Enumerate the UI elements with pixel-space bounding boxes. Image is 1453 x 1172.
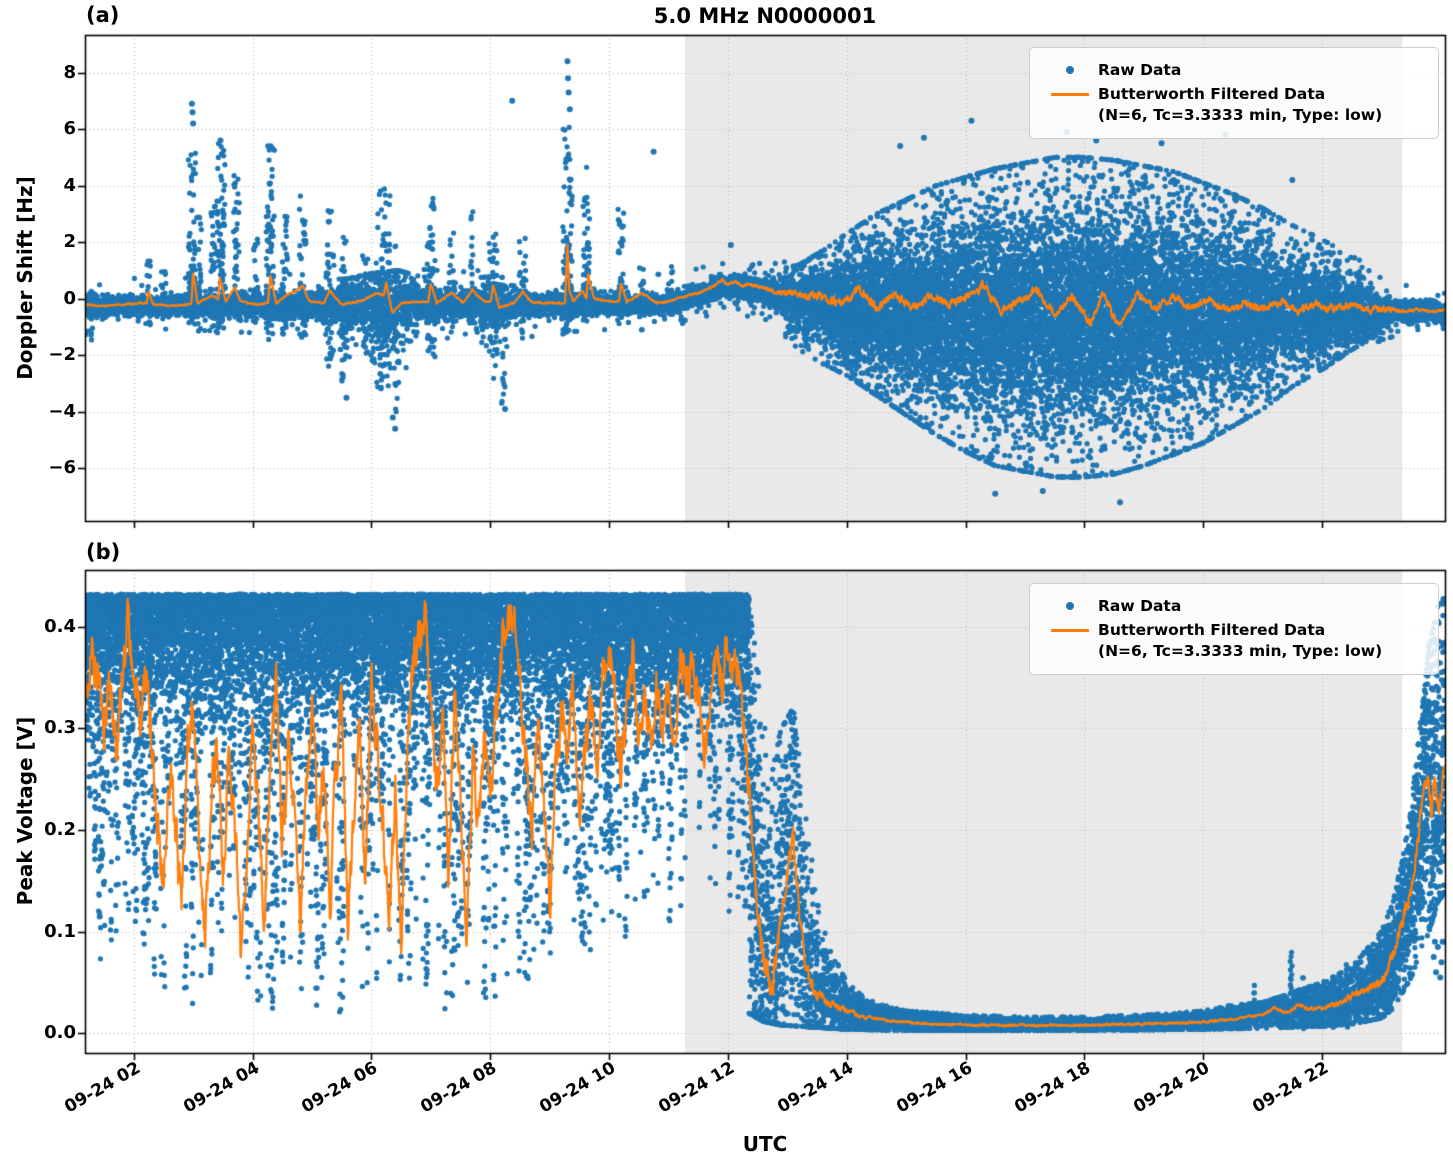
y-tick-label: 0.3: [44, 717, 76, 739]
y-tick-label: −4: [48, 400, 76, 422]
legend-entry-raw: Raw Data: [1042, 596, 1426, 617]
y-tick-label: 8: [63, 61, 76, 83]
y-tick-label: 0.2: [44, 818, 76, 840]
legend-filtered-label-line2: (N=6, Tc=3.3333 min, Type: low): [1098, 642, 1383, 660]
legend-raw-label: Raw Data: [1098, 61, 1182, 79]
y-tick-label: 0: [63, 287, 76, 309]
y-tick-label: 0.0: [44, 1022, 76, 1044]
legend-entry-filtered: Butterworth Filtered Data (N=6, Tc=3.333…: [1042, 620, 1426, 662]
y-tick-label: 0.1: [44, 920, 76, 942]
y-tick-label: 4: [63, 174, 76, 196]
legend-entry-filtered: Butterworth Filtered Data (N=6, Tc=3.333…: [1042, 84, 1426, 126]
panel-a-label: (a): [86, 3, 120, 27]
y-tick-label: 6: [63, 118, 76, 140]
y-tick-label: −2: [48, 344, 76, 366]
raw-data-dot-icon: [1042, 596, 1098, 610]
y-tick-label: 0.4: [44, 615, 76, 637]
legend-panel-b: Raw Data Butterworth Filtered Data (N=6,…: [1029, 583, 1439, 675]
filtered-line-icon: [1042, 620, 1098, 632]
legend-panel-a: Raw Data Butterworth Filtered Data (N=6,…: [1029, 47, 1439, 139]
page-title: 5.0 MHz N0000001: [653, 4, 877, 28]
x-axis-label: UTC: [742, 1132, 788, 1156]
panel-b-label: (b): [86, 540, 121, 564]
legend-filtered-label-line1: Butterworth Filtered Data: [1098, 85, 1326, 103]
panel-b-y-axis-label: Peak Voltage [V]: [13, 716, 37, 906]
legend-entry-raw: Raw Data: [1042, 60, 1426, 81]
y-tick-label: 2: [63, 231, 76, 253]
raw-data-dot-icon: [1042, 60, 1098, 74]
filtered-line-icon: [1042, 84, 1098, 96]
legend-raw-label: Raw Data: [1098, 597, 1182, 615]
legend-filtered-label-line2: (N=6, Tc=3.3333 min, Type: low): [1098, 106, 1383, 124]
legend-filtered-label-line1: Butterworth Filtered Data: [1098, 621, 1326, 639]
y-tick-label: −6: [48, 457, 76, 479]
